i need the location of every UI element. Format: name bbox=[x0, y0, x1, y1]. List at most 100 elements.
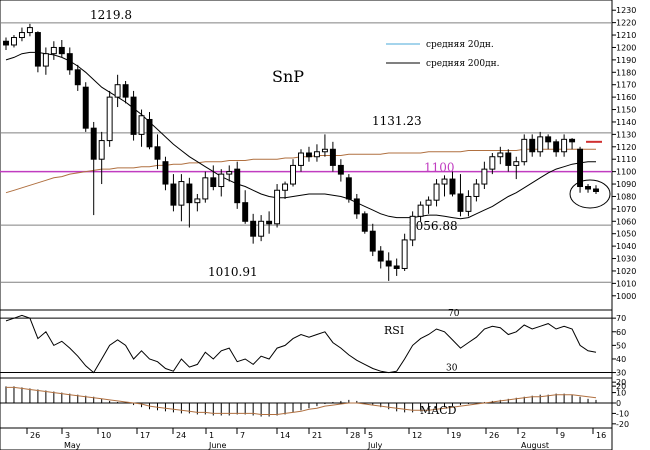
candle-body bbox=[154, 146, 161, 160]
candle-body bbox=[441, 178, 448, 185]
time-tick-label: 10 bbox=[101, 431, 111, 440]
candle-body bbox=[3, 40, 9, 46]
candle-body bbox=[369, 230, 376, 252]
price-tick-label: 1140 bbox=[616, 118, 636, 127]
candle-body bbox=[34, 32, 41, 67]
candle-body bbox=[98, 140, 105, 160]
candle-body bbox=[529, 138, 536, 153]
candle-body bbox=[321, 148, 328, 153]
candle-body bbox=[26, 27, 33, 34]
candle-body bbox=[282, 183, 289, 191]
price-tick-label: 1210 bbox=[616, 31, 636, 40]
price-tick-label: 1170 bbox=[616, 81, 636, 90]
candle-body bbox=[393, 265, 400, 269]
price-tick-label: 1010 bbox=[616, 279, 636, 288]
candle-body bbox=[138, 115, 145, 135]
candle-body bbox=[290, 164, 296, 185]
price-panel: 1000 1010 1020 1030 1040 1050 1060 1070 1080 1090… bbox=[0, 0, 636, 311]
candle-body bbox=[417, 204, 424, 217]
candle-body bbox=[593, 188, 599, 192]
candle-body bbox=[170, 183, 177, 206]
candle-body bbox=[234, 168, 241, 204]
candle-body bbox=[585, 186, 591, 190]
candle-body bbox=[130, 96, 137, 135]
time-tick-label: 16 bbox=[596, 431, 606, 440]
candle-body bbox=[329, 148, 336, 166]
candle-body bbox=[505, 152, 512, 166]
level-label: 1100 bbox=[424, 161, 455, 175]
price-tick-label: 1040 bbox=[616, 242, 636, 251]
rsi-tick-label: 20 bbox=[616, 382, 626, 391]
candle-body bbox=[337, 164, 344, 175]
candle-body bbox=[345, 177, 352, 200]
candle-body bbox=[521, 138, 528, 163]
time-tick-label: 26 bbox=[489, 431, 499, 440]
candle-body bbox=[353, 198, 360, 215]
time-tick-label: 19 bbox=[451, 431, 461, 440]
macd-signal-line bbox=[6, 386, 597, 415]
candle-body bbox=[377, 250, 384, 262]
candle-body bbox=[266, 220, 273, 225]
candle-body bbox=[58, 46, 65, 55]
price-tick-label: 1060 bbox=[616, 217, 636, 226]
time-tick-label: 17 bbox=[140, 431, 150, 440]
candle-body bbox=[186, 183, 193, 204]
price-tick-label: 1110 bbox=[616, 155, 636, 164]
candle-body bbox=[457, 193, 464, 212]
level-label: 1010.91 bbox=[208, 265, 258, 279]
candle-body bbox=[66, 53, 73, 71]
legend-label: средняя 20дн. bbox=[426, 40, 494, 50]
rsi-level-label: 70 bbox=[448, 309, 460, 319]
candle-body bbox=[497, 152, 504, 158]
candle-body bbox=[218, 173, 225, 188]
time-tick-label: 2 bbox=[521, 431, 526, 440]
candle-body bbox=[553, 141, 560, 153]
rsi-tick-label: 30 bbox=[616, 369, 626, 378]
time-tick-label: 1 bbox=[209, 431, 214, 440]
rsi-tick-label: 70 bbox=[616, 314, 626, 323]
price-tick-label: 1070 bbox=[616, 205, 636, 214]
price-tick-label: 1130 bbox=[616, 130, 636, 139]
price-tick-label: 1090 bbox=[616, 180, 636, 189]
time-tick-label: 28 bbox=[350, 431, 360, 440]
candle-body bbox=[242, 202, 249, 222]
macd-tick-label: 10 bbox=[616, 389, 626, 398]
rsi-label: RSI bbox=[384, 324, 404, 337]
chart-title: SnP bbox=[272, 67, 304, 86]
month-label: August bbox=[521, 441, 549, 450]
candle-body bbox=[449, 178, 456, 195]
price-tick-label: 1120 bbox=[616, 143, 636, 152]
candle-body bbox=[250, 220, 257, 237]
macd-tick-label: -20 bbox=[616, 420, 629, 429]
price-tick-label: 1180 bbox=[616, 68, 636, 77]
candle-body bbox=[361, 213, 368, 232]
price-tick-label: 1160 bbox=[616, 93, 636, 102]
candle-body bbox=[202, 177, 209, 200]
candle-body bbox=[577, 148, 584, 188]
time-tick-label: 21 bbox=[312, 431, 322, 440]
candle-body bbox=[74, 69, 81, 86]
macd-label: MACD bbox=[420, 404, 457, 417]
time-tick-label: 7 bbox=[240, 431, 245, 440]
time-tick-label: 14 bbox=[280, 431, 290, 440]
time-tick-label: 12 bbox=[412, 431, 422, 440]
candle-body bbox=[42, 53, 49, 67]
candle-body bbox=[545, 136, 552, 143]
candle-body bbox=[18, 32, 25, 39]
candle-body bbox=[274, 189, 281, 225]
time-tick-label: 5 bbox=[368, 431, 373, 440]
candle-body bbox=[433, 183, 440, 201]
price-tick-label: 1050 bbox=[616, 230, 636, 239]
month-label: May bbox=[64, 441, 81, 450]
candle-body bbox=[306, 152, 312, 158]
price-tick-label: 1000 bbox=[616, 292, 636, 301]
price-tick-label: 1020 bbox=[616, 267, 636, 276]
month-label: June bbox=[208, 441, 227, 450]
candle-body bbox=[561, 138, 568, 153]
rsi-line bbox=[5, 314, 597, 374]
time-tick-label: 26 bbox=[30, 431, 40, 440]
candle-body bbox=[90, 127, 97, 160]
candle-body bbox=[210, 177, 217, 188]
candle-body bbox=[194, 198, 201, 204]
